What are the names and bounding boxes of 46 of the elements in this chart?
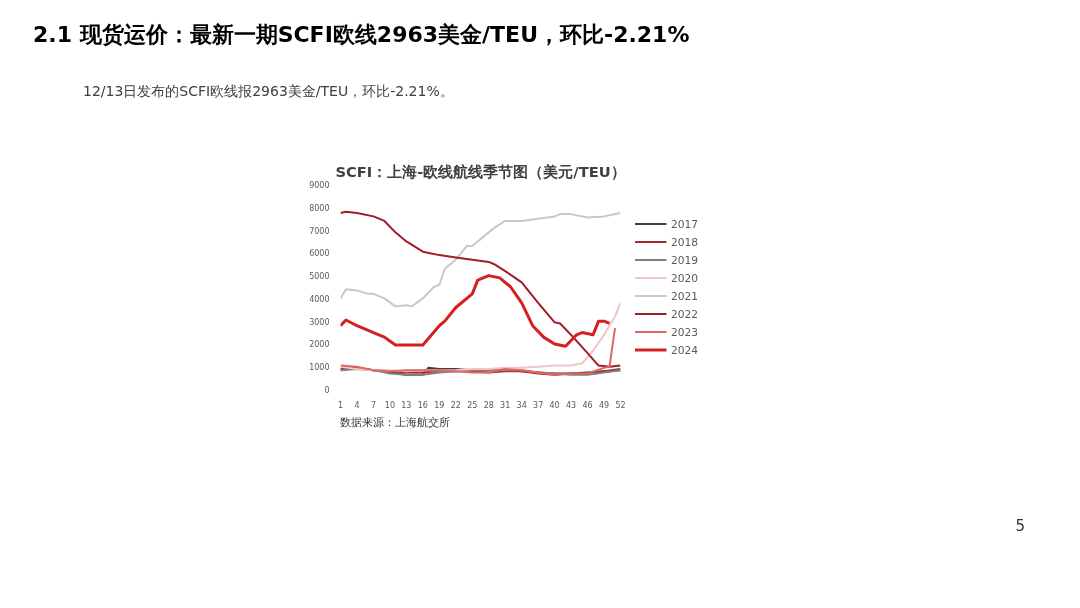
- legend-label: 2018: [671, 236, 699, 250]
- y-tick-label: 1000: [309, 363, 330, 373]
- x-tick-label: 28: [483, 400, 494, 410]
- line-series: [340, 327, 617, 376]
- x-tick-label: 16: [417, 400, 428, 410]
- legend-label: 2024: [671, 343, 699, 357]
- y-tick-label: 0: [324, 386, 330, 395]
- text: 2.1 现货运价：最新一期SCFI欧线2963美金/TEU，环比-2.21%: [33, 21, 690, 49]
- y-tick-label: 4000: [309, 294, 330, 304]
- x-tick-label: 52: [615, 400, 626, 410]
- line-series: [340, 211, 621, 308]
- x-tick-label: 31: [500, 400, 511, 410]
- legend-label: 2022: [671, 307, 699, 321]
- x-tick-label: 10: [384, 400, 396, 410]
- y-tick-label: 5000: [309, 272, 330, 282]
- y-tick-label: 2000: [309, 340, 330, 350]
- chart-title: SCFI：上海-欧线航线季节图（美元/TEU）: [335, 162, 626, 180]
- x-tick-label: 25: [467, 400, 478, 410]
- x-tick-label: 1: [337, 400, 344, 410]
- x-tick-label: 34: [516, 400, 527, 410]
- y-tick-label: 6000: [309, 249, 330, 259]
- y-tick-label: 8000: [309, 203, 330, 213]
- line-series: [340, 301, 621, 373]
- x-tick-label: 7: [370, 400, 376, 410]
- x-tick-label: 49: [598, 400, 610, 410]
- legend-label: 2023: [671, 325, 699, 339]
- line-series: [340, 210, 621, 368]
- source-note: 数据来源：上海航交所: [340, 415, 450, 431]
- legend-label: 2019: [671, 254, 699, 268]
- x-tick-label: 4: [354, 400, 360, 410]
- y-tick-label: 9000: [309, 181, 330, 190]
- x-tick-label: 13: [401, 400, 412, 410]
- text: 12/13日发布的SCFI欧线报2963美金/TEU，环比-2.21%。: [83, 82, 454, 101]
- line-series: [340, 274, 612, 348]
- x-tick-label: 43: [566, 400, 577, 410]
- y-tick-label: 7000: [309, 226, 330, 236]
- x-tick-label: 46: [582, 400, 593, 410]
- text: 5: [1015, 516, 1025, 537]
- x-tick-label: 37: [533, 400, 544, 410]
- x-tick-label: 22: [450, 400, 461, 410]
- legend-label: 2020: [671, 272, 699, 286]
- legend-label: 2017: [671, 218, 699, 232]
- x-tick-label: 19: [434, 400, 445, 410]
- y-tick-label: 3000: [309, 317, 330, 327]
- x-tick-label: 40: [549, 400, 560, 410]
- legend-label: 2021: [671, 289, 699, 303]
